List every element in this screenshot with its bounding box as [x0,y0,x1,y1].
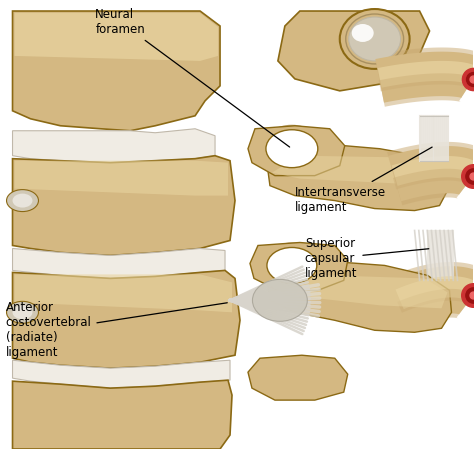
Text: Neural
foramen: Neural foramen [95,8,290,147]
Ellipse shape [266,130,318,167]
Ellipse shape [267,247,317,283]
Ellipse shape [349,17,401,61]
Polygon shape [15,274,232,313]
Text: Anterior
costovertebral
(radiate)
ligament: Anterior costovertebral (radiate) ligame… [6,301,227,359]
Text: Superior
capsular
ligament: Superior capsular ligament [305,237,429,280]
Polygon shape [268,146,447,211]
Polygon shape [12,129,215,163]
Ellipse shape [253,279,307,321]
Polygon shape [12,248,225,278]
Text: Intertransverse
ligament: Intertransverse ligament [295,147,432,214]
Ellipse shape [7,189,38,211]
Ellipse shape [7,301,38,323]
Polygon shape [12,380,232,449]
Ellipse shape [12,194,33,207]
Polygon shape [12,11,220,131]
Polygon shape [278,11,429,91]
Polygon shape [272,156,445,185]
Polygon shape [272,274,447,308]
Polygon shape [268,262,452,332]
Polygon shape [248,126,345,176]
Polygon shape [15,161,228,196]
Polygon shape [12,360,230,388]
Ellipse shape [12,305,33,319]
Ellipse shape [340,9,410,69]
Polygon shape [248,355,348,400]
Polygon shape [250,242,348,291]
Polygon shape [15,13,218,61]
Polygon shape [12,270,240,368]
Ellipse shape [352,24,374,42]
Polygon shape [12,156,235,255]
